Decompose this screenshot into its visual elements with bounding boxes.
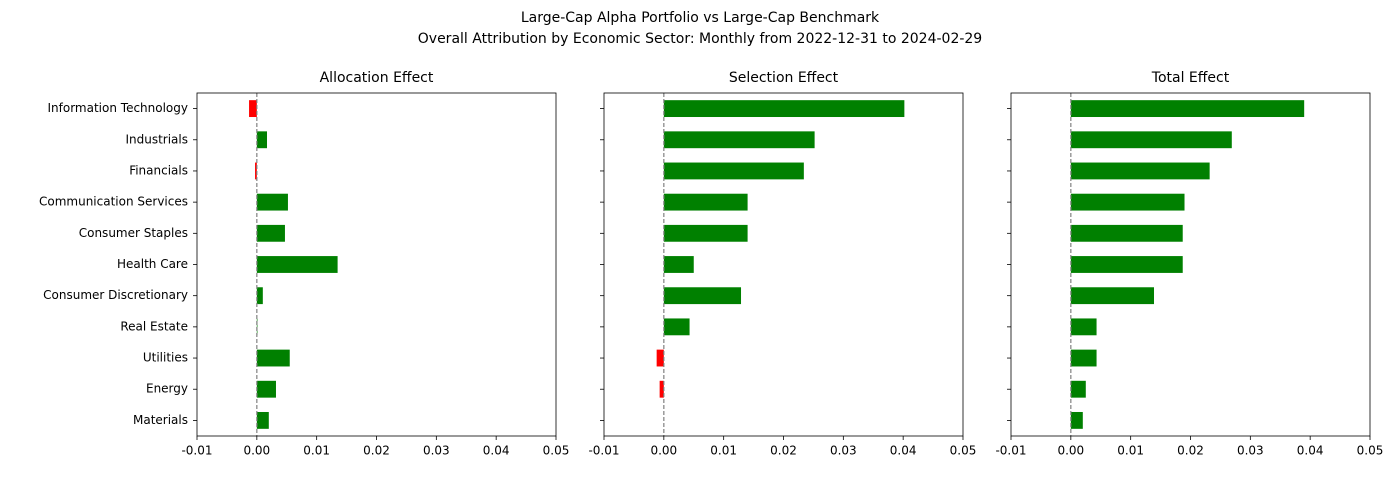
- bar: [663, 131, 815, 149]
- y-tick-label: Utilities: [143, 351, 188, 365]
- x-tick-label: 0.02: [1177, 444, 1204, 458]
- plot-frame: [603, 92, 964, 437]
- y-tick-label: Industrials: [125, 132, 188, 146]
- x-tick-label: 0.04: [483, 444, 510, 458]
- plot-frame: [1010, 92, 1371, 437]
- x-tick-label: 0.03: [1237, 444, 1264, 458]
- bar: [1070, 411, 1083, 429]
- plot-frame: [196, 92, 557, 437]
- x-tick-label: 0.00: [1057, 444, 1084, 458]
- bar: [659, 380, 664, 398]
- bar: [249, 100, 257, 118]
- bar: [256, 411, 269, 429]
- bar: [663, 162, 804, 180]
- x-tick-label: 0.01: [303, 444, 330, 458]
- chart-subtitle: Overall Attribution by Economic Sector: …: [418, 31, 982, 47]
- x-tick-label: 0.05: [1357, 444, 1384, 458]
- bar: [1070, 224, 1183, 242]
- x-tick-label: 0.00: [650, 444, 677, 458]
- y-tick-label: Real Estate: [120, 319, 188, 333]
- y-tick-label: Consumer Discretionary: [43, 288, 188, 302]
- x-tick-label: 0.00: [243, 444, 270, 458]
- y-tick-label: Consumer Staples: [79, 226, 188, 240]
- bar: [255, 162, 257, 180]
- x-tick-label: 0.02: [770, 444, 797, 458]
- bar: [1070, 131, 1232, 149]
- bar: [1070, 318, 1097, 336]
- bar: [1070, 100, 1305, 118]
- panel-title: Allocation Effect: [320, 70, 434, 86]
- x-tick-label: -0.01: [181, 444, 212, 458]
- bar: [663, 287, 742, 305]
- bar: [1070, 256, 1183, 273]
- bar: [1070, 380, 1086, 398]
- x-tick-label: -0.01: [588, 444, 619, 458]
- bar: [256, 193, 288, 211]
- bar: [663, 224, 748, 242]
- x-tick-label: 0.02: [363, 444, 390, 458]
- bar: [256, 349, 290, 367]
- x-tick-label: 0.03: [830, 444, 857, 458]
- bar: [1070, 193, 1185, 211]
- x-tick-label: 0.05: [543, 444, 570, 458]
- x-tick-label: 0.03: [423, 444, 450, 458]
- bar: [663, 193, 748, 211]
- bar: [1070, 349, 1097, 367]
- x-tick-label: 0.04: [1297, 444, 1324, 458]
- bar: [256, 287, 263, 305]
- x-tick-label: 0.01: [1117, 444, 1144, 458]
- bar: [1070, 287, 1155, 305]
- panel-title: Selection Effect: [729, 70, 839, 86]
- bar: [256, 318, 258, 336]
- chart-title: Large-Cap Alpha Portfolio vs Large-Cap B…: [521, 10, 880, 26]
- bar: [256, 380, 276, 398]
- panel-title: Total Effect: [1151, 70, 1230, 86]
- bar: [1070, 162, 1210, 180]
- x-tick-label: 0.01: [710, 444, 737, 458]
- y-tick-label: Energy: [146, 382, 188, 396]
- y-tick-label: Financials: [129, 163, 188, 177]
- x-tick-label: 0.04: [890, 444, 917, 458]
- y-tick-label: Health Care: [117, 257, 188, 271]
- bar: [663, 100, 905, 118]
- bar: [256, 224, 285, 242]
- bar: [663, 318, 690, 336]
- y-tick-label: Information Technology: [48, 101, 189, 115]
- y-tick-label: Materials: [133, 413, 188, 427]
- bar: [256, 131, 268, 149]
- bar: [256, 256, 338, 273]
- bar: [663, 256, 694, 273]
- x-tick-label: -0.01: [995, 444, 1026, 458]
- y-tick-label: Communication Services: [39, 195, 188, 209]
- x-tick-label: 0.05: [950, 444, 977, 458]
- bar: [656, 349, 664, 367]
